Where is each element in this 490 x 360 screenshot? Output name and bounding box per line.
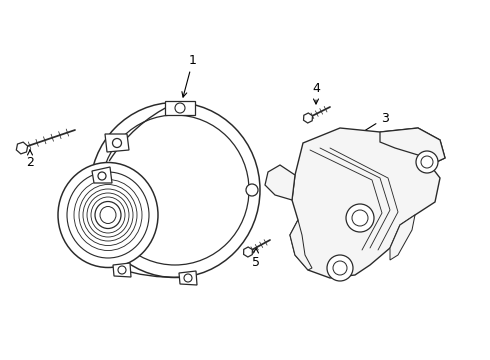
Ellipse shape — [101, 115, 249, 265]
Ellipse shape — [83, 189, 133, 241]
Polygon shape — [105, 134, 129, 152]
Polygon shape — [303, 113, 313, 123]
Polygon shape — [179, 271, 197, 285]
Ellipse shape — [58, 162, 158, 267]
Circle shape — [352, 210, 368, 226]
Text: 3: 3 — [356, 112, 389, 136]
Polygon shape — [113, 263, 131, 277]
Circle shape — [246, 184, 258, 196]
Text: 2: 2 — [26, 150, 34, 170]
Ellipse shape — [90, 103, 260, 278]
Ellipse shape — [91, 197, 125, 233]
Ellipse shape — [74, 180, 142, 251]
Polygon shape — [290, 220, 312, 270]
Text: 5: 5 — [252, 248, 260, 269]
Polygon shape — [390, 215, 415, 260]
Polygon shape — [244, 247, 252, 257]
Circle shape — [113, 139, 122, 148]
Text: 1: 1 — [182, 54, 197, 97]
Circle shape — [175, 103, 185, 113]
Polygon shape — [165, 101, 195, 115]
Circle shape — [421, 156, 433, 168]
Circle shape — [416, 151, 438, 173]
Polygon shape — [265, 165, 295, 200]
Circle shape — [98, 172, 106, 180]
Ellipse shape — [95, 202, 121, 229]
Ellipse shape — [100, 207, 116, 224]
Polygon shape — [290, 128, 445, 278]
Text: 4: 4 — [312, 81, 320, 104]
Circle shape — [118, 266, 126, 274]
Ellipse shape — [67, 172, 149, 258]
Ellipse shape — [87, 193, 129, 237]
Polygon shape — [92, 167, 112, 183]
Polygon shape — [380, 128, 445, 165]
Ellipse shape — [79, 184, 137, 246]
Circle shape — [327, 255, 353, 281]
Polygon shape — [16, 142, 27, 154]
Circle shape — [346, 204, 374, 232]
Circle shape — [184, 274, 192, 282]
Circle shape — [333, 261, 347, 275]
